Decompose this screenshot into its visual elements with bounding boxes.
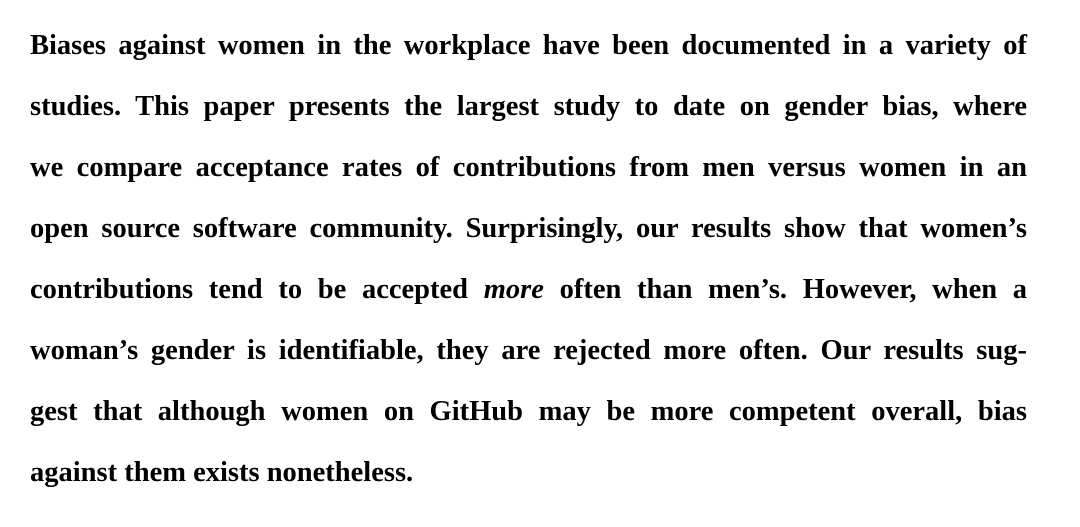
emphasized-word: more: [483, 274, 544, 305]
abstract-line-5-after: often than men’s. However, when a: [543, 274, 1028, 305]
abstract-line-3: we compare acceptance rates of contribut…: [30, 152, 1027, 183]
abstract-line-8: against them exists nonetheless.: [30, 457, 414, 488]
abstract-line-1: Biases against women in the workplace ha…: [30, 30, 1027, 61]
abstract-line-2: studies. This paper presents the largest…: [30, 91, 1027, 122]
abstract-line-4: open source software community. Surprisi…: [30, 213, 1027, 244]
abstract-line-5-before: contributions tend to be accepted: [30, 274, 484, 305]
abstract-line-7: gest that although women on GitHub may b…: [30, 396, 1027, 427]
abstract-line-5: contributions tend to be accepted more o…: [30, 270, 1027, 310]
abstract-line-6: woman’s gender is identifiable, they are…: [30, 335, 1027, 366]
